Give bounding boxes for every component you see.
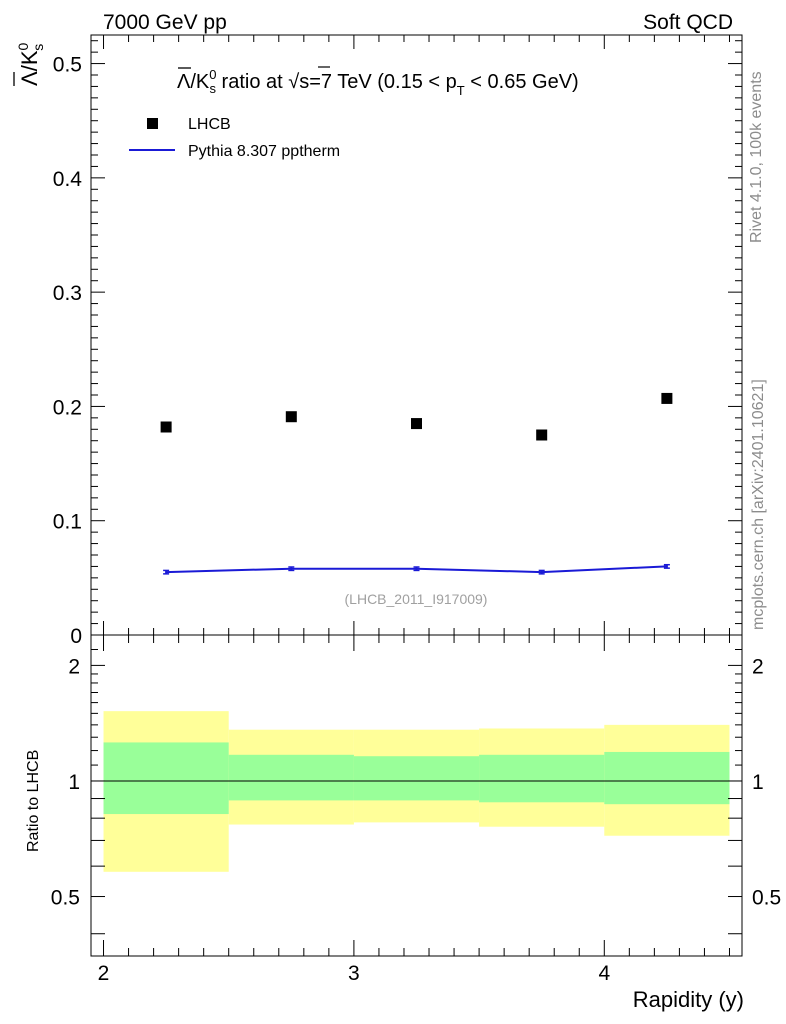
ratio-y-tick-label-right: 1 <box>752 771 764 794</box>
ratio-band-green <box>103 742 229 815</box>
ylabel-k: /K <box>17 50 42 71</box>
main-y-tick-label: 0.2 <box>53 396 82 419</box>
main-panel: 00.10.20.30.40.5 Λ/K0s Λ/K0 s ratio at √s… <box>13 34 743 648</box>
header-collision: 7000 GeV pp <box>103 11 227 34</box>
title-sqrt-sign: √ <box>288 71 299 93</box>
x-axis-title: Rapidity (y) <box>633 987 744 1012</box>
ratio-y-tick-label-left: 2 <box>68 655 80 678</box>
ratio-y-tick-label-right: 0.5 <box>752 887 781 910</box>
lhcb-data-point <box>285 411 297 423</box>
chart-title: Λ/K0 s ratio at √s=7 TeV (0.15 < pT < 0.6… <box>177 67 579 98</box>
title-pt-sub: T <box>457 83 465 98</box>
main-y-tick-label: 0.1 <box>53 511 82 534</box>
ratio-band-green <box>228 754 354 801</box>
x-tick-label: 2 <box>98 962 110 985</box>
ratio-bands <box>91 711 742 872</box>
ratio-y-tick-label-left: 0.5 <box>51 887 80 910</box>
main-y-axis-title: Λ/K0s <box>15 43 46 87</box>
source-label: mcplots.cern.ch [arXiv:2401.10621] <box>750 379 767 630</box>
x-tick-label: 3 <box>348 962 360 985</box>
legend-marker-lhcb <box>147 118 158 129</box>
lhcb-data-point <box>661 392 673 404</box>
title-sup: 0 <box>209 67 216 82</box>
ratio-y-tick-label-left: 1 <box>68 771 80 794</box>
title-lambda: Λ <box>177 71 191 93</box>
ratio-y-tick-label-right: 2 <box>752 655 764 678</box>
ratio-axis-ticks <box>91 635 742 956</box>
main-y-tick-label: 0 <box>70 625 82 648</box>
main-y-tick-label: 0.3 <box>53 282 82 305</box>
title-sub: s <box>210 81 217 96</box>
title-mid: ratio at <box>216 71 288 93</box>
legend: LHCB Pythia 8.307 pptherm <box>129 116 340 160</box>
ratio-y-axis-title: Ratio to LHCB <box>25 750 42 852</box>
x-tick-label: 4 <box>598 962 610 985</box>
lhcb-data-point <box>411 418 422 430</box>
ratio-band-green <box>479 754 605 803</box>
main-y-tick-label: 0.4 <box>53 168 83 191</box>
title-post2: < 0.65 GeV) <box>465 71 579 93</box>
main-axis-ticks <box>91 35 742 636</box>
title-sqrt-arg: s <box>299 71 309 93</box>
legend-label-pythia: Pythia 8.307 pptherm <box>188 143 340 160</box>
ratio-band-green <box>353 756 480 801</box>
lhcb-data-point <box>160 421 172 433</box>
ylabel-sub: s <box>30 44 46 51</box>
main-y-tick-label: 0.5 <box>53 54 82 77</box>
x-tick-labels: 2 3 4 <box>98 962 611 985</box>
ratio-y-tick-labels: 0.5 0.5 1 1 2 2 <box>51 655 781 909</box>
main-series <box>160 392 673 575</box>
ratio-panel: 0.5 0.5 1 1 2 2 2 3 4 Ratio to LHCB Rapidity (y… <box>25 634 781 1012</box>
main-y-tick-labels: 0 0.1 0.2 0.3 0.4 0.5 <box>53 54 83 648</box>
lhcb-data-point <box>536 429 548 441</box>
ratio-frame <box>90 634 743 957</box>
analysis-watermark: (LHCB_2011_I917009) <box>345 591 488 607</box>
rivet-version-label: Rivet 4.1.0, 100k events <box>748 71 765 243</box>
ylabel-sup: 0 <box>15 43 31 51</box>
title-pre: /K <box>190 71 210 93</box>
header-category: Soft QCD <box>643 11 733 34</box>
legend-label-lhcb: LHCB <box>188 116 231 133</box>
ylabel-lambda: Λ <box>17 71 42 86</box>
title-post1: =7 TeV (0.15 < p <box>309 71 457 93</box>
ratio-band-green <box>604 751 730 805</box>
